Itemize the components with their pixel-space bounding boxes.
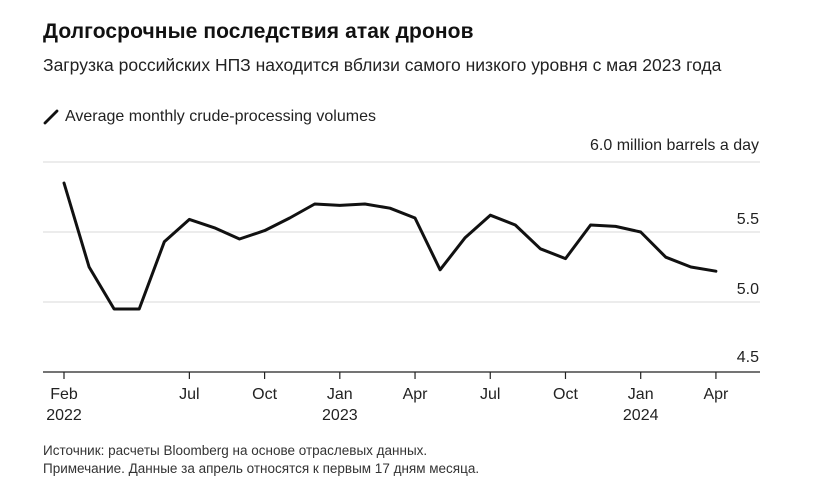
source-note: Источник: расчеты Bloomberg на основе от… xyxy=(43,443,428,458)
y-tick-label: 4.5 xyxy=(737,349,759,366)
x-tick-label: Jul xyxy=(179,386,199,403)
data-note: Примечание. Данные за апрель относятся к… xyxy=(43,461,480,476)
x-tick-label: Oct xyxy=(553,386,578,403)
legend: Average monthly crude-processing volumes xyxy=(43,108,376,126)
line-chart: 5.5 5.0 6.0 million barrels a day 4.5 Feb 202… xyxy=(43,137,760,424)
y-tick-label: 5.0 xyxy=(737,281,759,298)
x-tick-label: Jan xyxy=(327,386,353,403)
x-tick-label: Jan xyxy=(628,386,654,403)
chart-title: Долгосрочные последствия атак дронов xyxy=(43,20,474,43)
x-tick-year-label: 2023 xyxy=(322,407,358,424)
chart-subtitle: Загрузка российских НПЗ находится вблизи… xyxy=(43,55,722,75)
x-tick-year-label: 2024 xyxy=(623,407,659,424)
y-tick-label: 5.5 xyxy=(737,211,759,228)
x-tick-label: Feb xyxy=(50,386,78,403)
x-tick-label: Apr xyxy=(403,386,429,403)
series-line xyxy=(62,181,718,311)
legend-label: Average monthly crude-processing volumes xyxy=(65,108,376,125)
x-tick-label: Apr xyxy=(703,386,729,403)
footer: Источник: расчеты Bloomberg на основе от… xyxy=(43,442,479,478)
x-tick-label: Jul xyxy=(480,386,500,403)
legend-line-icon xyxy=(43,109,59,125)
y-axis-unit-label: 6.0 million barrels a day xyxy=(590,137,759,154)
x-tick-label: Oct xyxy=(252,386,277,403)
x-tick-year-label: 2022 xyxy=(46,407,82,424)
